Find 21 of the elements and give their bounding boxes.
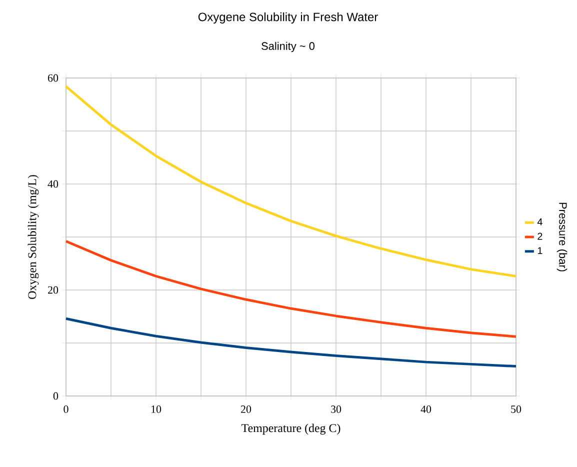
legend-label: 1 <box>538 247 542 254</box>
line-series <box>64 85 518 278</box>
x-tick-label: 50 <box>511 406 522 413</box>
chart-subtitle: Salinity ~ 0 <box>262 42 315 52</box>
x-tick-label: 20 <box>241 406 252 413</box>
legend-title: Pressure (bar) <box>556 202 568 272</box>
line-series <box>64 240 518 338</box>
x-tick-label: 10 <box>151 406 162 413</box>
line-series <box>64 317 518 368</box>
x-tick-label: 0 <box>64 406 68 413</box>
x-tick-label: 40 <box>420 406 432 413</box>
x-axis-title: Temperature (deg C) <box>242 424 340 435</box>
legend-label: 4 <box>537 218 542 226</box>
chart-title: Oxygene Solubility in Fresh Water <box>198 12 378 24</box>
x-tick-label: 30 <box>331 406 342 413</box>
y-tick-label: 60 <box>48 74 58 82</box>
y-tick-label: 40 <box>48 180 58 188</box>
legend-label: 2 <box>538 232 542 240</box>
y-axis-title: Oxygen Solubility (mg/L) <box>28 175 39 299</box>
y-tick-label: 0 <box>53 392 58 400</box>
y-tick-label: 20 <box>48 286 58 294</box>
